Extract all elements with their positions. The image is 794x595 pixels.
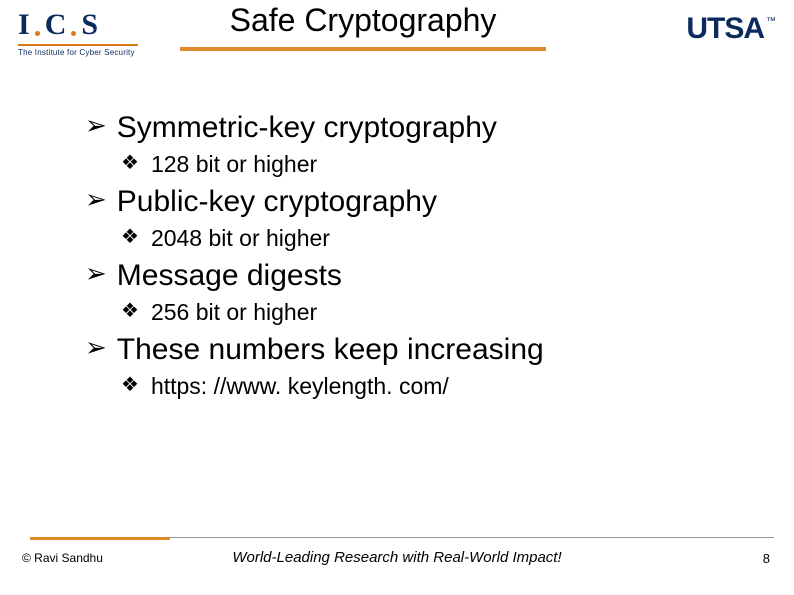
ics-logo: I C S The Institute for Cyber Security — [18, 8, 158, 57]
list-subitem-text: https: //www. keylength. com/ — [151, 371, 449, 402]
list-subitem-text: 2048 bit or higher — [151, 223, 330, 254]
ics-logo-letters: I C S — [18, 8, 158, 42]
slide-footer: © Ravi Sandhu World-Leading Research wit… — [0, 537, 794, 577]
list-item-text: Message digests — [117, 256, 342, 295]
slide-content: ➢Symmetric-key cryptography❖128 bit or h… — [85, 108, 725, 404]
list-subitem: ❖ 256 bit or higher — [121, 297, 725, 328]
page-title: Safe Cryptography — [180, 2, 546, 43]
list-subitem-text: 256 bit or higher — [151, 297, 317, 328]
ics-letter-i: I — [18, 8, 30, 42]
utsa-text: UTSA — [686, 12, 764, 46]
ics-dot-icon — [71, 31, 76, 36]
diamond-bullet-icon: ❖ — [121, 149, 139, 177]
list-item-text: These numbers keep increasing — [117, 330, 544, 369]
arrow-bullet-icon: ➢ — [85, 330, 107, 365]
diamond-bullet-icon: ❖ — [121, 223, 139, 251]
list-item-text: Public-key cryptography — [117, 182, 437, 221]
list-item: ➢ Message digests — [85, 256, 725, 295]
diamond-bullet-icon: ❖ — [121, 297, 139, 325]
trademark-icon: ™ — [766, 16, 776, 27]
slide-header: I C S The Institute for Cyber Security S… — [0, 0, 794, 72]
list-subitem-text: 128 bit or higher — [151, 149, 317, 180]
list-item-text: Symmetric-key cryptography — [117, 108, 497, 147]
list-subitem: ❖ https: //www. keylength. com/ — [121, 371, 725, 402]
ics-letter-s: S — [81, 8, 98, 42]
arrow-bullet-icon: ➢ — [85, 182, 107, 217]
ics-letter-c: C — [45, 8, 67, 42]
list-item: ➢ These numbers keep increasing — [85, 330, 725, 369]
arrow-bullet-icon: ➢ — [85, 108, 107, 143]
page-number: 8 — [763, 551, 770, 566]
footer-accent-line-icon — [30, 537, 170, 540]
list-item: ➢ Public-key cryptography — [85, 182, 725, 221]
footer-tagline: World-Leading Research with Real-World I… — [0, 549, 794, 566]
list-subitem: ❖ 128 bit or higher — [121, 149, 725, 180]
diamond-bullet-icon: ❖ — [121, 371, 139, 399]
list-subitem: ❖ 2048 bit or higher — [121, 223, 725, 254]
ics-dot-icon — [35, 31, 40, 36]
ics-divider-icon — [18, 44, 138, 46]
title-underline-icon — [180, 47, 546, 51]
footer-thin-line-icon — [170, 537, 774, 538]
ics-subtitle: The Institute for Cyber Security — [18, 48, 158, 57]
arrow-bullet-icon: ➢ — [85, 256, 107, 291]
utsa-logo: UTSA ™ — [686, 12, 776, 46]
list-item: ➢ Symmetric-key cryptography — [85, 108, 725, 147]
title-container: Safe Cryptography — [180, 2, 546, 51]
